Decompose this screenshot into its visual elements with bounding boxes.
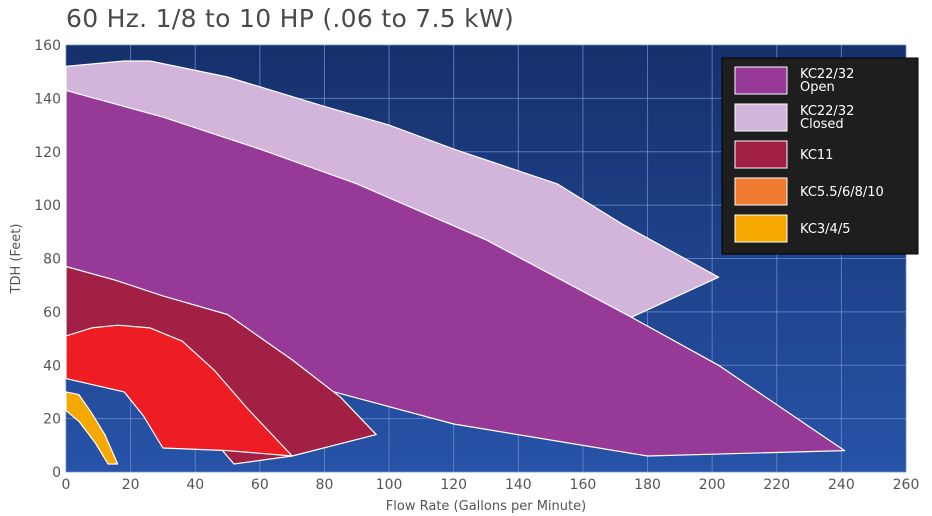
series-area-3 xyxy=(65,324,293,457)
y-tick-label: 60 xyxy=(43,305,61,321)
x-tick-label: 200 xyxy=(699,477,726,493)
x-tick-label: 120 xyxy=(440,477,467,493)
legend: KC22/32OpenKC22/32ClosedKC11KC5.5/6/8/10… xyxy=(721,57,919,255)
x-tick-label: 180 xyxy=(634,477,661,493)
y-tick-label: 140 xyxy=(34,91,61,107)
y-tick-label: 100 xyxy=(34,198,61,214)
y-tick-label: 80 xyxy=(43,252,61,268)
legend-label: KC22/32 xyxy=(800,104,854,119)
y-tick-label: 40 xyxy=(43,358,61,374)
x-tick-label: 100 xyxy=(376,477,403,493)
x-tick-label: 40 xyxy=(186,477,204,493)
legend-label: KC5.5/6/8/10 xyxy=(800,185,884,200)
x-tick-label: 160 xyxy=(570,477,597,493)
x-axis-ticks: 0 20 40 60 80 100 120 140 160 180 200 220 240 260 xyxy=(62,477,920,493)
legend-swatch xyxy=(734,103,788,132)
y-axis-label: TDH (Feet) xyxy=(9,224,24,295)
x-tick-label: 220 xyxy=(763,477,790,493)
legend-swatch xyxy=(734,140,788,169)
legend-label: Open xyxy=(800,80,835,95)
x-tick-label: 20 xyxy=(122,477,140,493)
x-axis-label: Flow Rate (Gallons per Minute) xyxy=(386,499,586,514)
y-tick-label: 120 xyxy=(34,145,61,161)
legend-label: KC11 xyxy=(800,148,833,163)
y-tick-label: 0 xyxy=(52,465,61,481)
chart-title: 60 Hz. 1/8 to 10 HP (.06 to 7.5 kW) xyxy=(66,4,515,33)
y-axis-ticks: 0 20 40 60 80 100 120 140 160 xyxy=(34,38,61,481)
legend-swatch xyxy=(734,214,788,243)
x-tick-label: 0 xyxy=(62,477,71,493)
legend-swatch xyxy=(734,66,788,95)
x-tick-label: 240 xyxy=(828,477,855,493)
y-tick-label: 20 xyxy=(43,412,61,428)
series-area-4 xyxy=(65,391,119,465)
y-tick-label: 160 xyxy=(34,38,61,54)
legend-label: KC22/32 xyxy=(800,67,854,82)
legend-swatch xyxy=(734,177,788,206)
x-tick-label: 260 xyxy=(893,477,920,493)
series-areas xyxy=(65,60,846,465)
x-tick-label: 140 xyxy=(505,477,532,493)
legend-label: Closed xyxy=(800,117,844,132)
legend-label: KC3/4/5 xyxy=(800,222,850,237)
x-tick-label: 80 xyxy=(316,477,334,493)
x-tick-label: 60 xyxy=(251,477,269,493)
